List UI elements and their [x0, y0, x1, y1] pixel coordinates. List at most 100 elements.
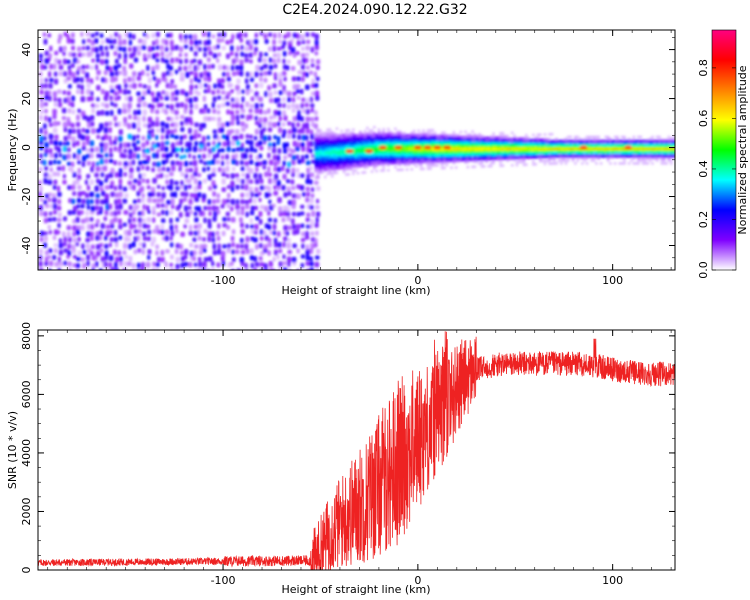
spectrogram-cell — [179, 76, 185, 82]
spectrogram-cell — [248, 44, 253, 51]
spectrogram-cell — [316, 136, 320, 139]
spectrogram-cell — [68, 268, 73, 270]
spectrogram-cell — [468, 158, 472, 162]
spectrogram-cell — [240, 121, 245, 127]
spectrogram-cell — [583, 159, 587, 162]
spectrogram-cell — [443, 142, 446, 145]
spectrogram-cell — [373, 137, 376, 141]
spectrogram-cell — [123, 161, 129, 167]
spectrogram-cell — [109, 140, 114, 146]
spectrogram-cell — [415, 135, 418, 139]
spectrogram-cell — [557, 139, 561, 143]
spectrogram-cell — [384, 160, 388, 163]
spectrogram-cell — [354, 159, 357, 162]
spectrogram-cell — [501, 139, 505, 143]
spectrogram-cell — [165, 104, 170, 109]
spectrogram-cell — [492, 155, 495, 159]
spectrogram-cell — [123, 229, 128, 236]
spectrogram-cell — [240, 142, 244, 148]
spectrogram-cell — [156, 148, 160, 154]
spectrogram-cell — [352, 165, 355, 169]
spectrogram-cell — [285, 231, 290, 236]
spectrogram-cell — [396, 142, 400, 145]
spectrogram-cells — [38, 31, 675, 270]
spectrogram-cell — [283, 34, 287, 39]
spectrogram-cell — [287, 161, 291, 168]
spectrogram-cell — [197, 91, 201, 96]
spectrogram-cell — [630, 151, 633, 154]
spectrogram-cell — [585, 151, 589, 154]
spectrogram-cell — [330, 164, 334, 167]
spectrogram-cell — [651, 149, 654, 152]
spectrogram-cell — [464, 149, 467, 152]
spectrogram-cell — [520, 148, 523, 152]
spectrogram-cell — [340, 155, 343, 158]
spectrogram-cell — [236, 146, 241, 152]
spectrogram-cell — [401, 145, 404, 149]
spectrogram-cell — [496, 138, 500, 141]
spectrogram-cell — [96, 85, 101, 91]
spectrogram-cell — [95, 53, 100, 59]
spectrogram-cell — [419, 137, 423, 140]
spectrogram-cell — [620, 149, 624, 152]
spectrogram-cell — [461, 153, 465, 156]
spectrogram-cell — [235, 243, 240, 249]
spectrogram-cell — [286, 147, 292, 152]
spectrogram-cell — [95, 198, 100, 205]
spectrogram-cell — [333, 136, 336, 139]
spectrogram-cell — [192, 146, 198, 153]
spectrogram-cell — [347, 160, 350, 163]
spectrogram-cell — [321, 135, 325, 139]
spectrogram-cell — [89, 250, 95, 256]
spectrogram-cell — [258, 117, 263, 123]
spectrogram-cell — [179, 243, 184, 250]
spectrogram-cell — [632, 147, 636, 150]
spectrogram-cell — [660, 143, 664, 147]
spectrogram-cell — [84, 179, 89, 185]
spectrogram-cell — [81, 146, 86, 151]
spectrogram-cell — [373, 164, 376, 167]
spectrogram-cell — [39, 146, 44, 151]
spectrogram-cell — [137, 45, 142, 51]
spectrogram-cell — [296, 122, 300, 128]
spectrogram-cell — [478, 158, 481, 161]
spectrogram-cell — [403, 157, 407, 161]
spectrogram-cell — [529, 152, 533, 155]
spectrogram-cell — [63, 135, 68, 142]
spectrogram-cell — [258, 153, 263, 159]
spectrogram-cell — [268, 91, 273, 98]
spectrogram-cell — [450, 166, 453, 169]
spectrogram-cell — [616, 153, 619, 156]
spectrogram-cell — [306, 146, 310, 153]
spectrogram-cell — [118, 70, 123, 75]
spectrogram-cell — [391, 146, 395, 149]
spectrogram-cell — [44, 95, 49, 101]
spectrogram-cell — [349, 152, 353, 155]
spectrogram-cell — [202, 107, 207, 114]
spectrogram-cell — [408, 159, 411, 162]
spectrogram-cell — [164, 39, 169, 46]
spectrogram-cell — [211, 146, 216, 153]
spectrogram-cell — [658, 156, 661, 159]
spectrogram-cell — [276, 254, 280, 260]
spectrogram-cell — [75, 242, 79, 247]
spectrogram-cell — [113, 91, 119, 96]
spectrogram-cell — [188, 161, 193, 166]
spectrogram-cell — [131, 241, 136, 248]
spectrogram-cell — [457, 147, 460, 151]
spectrogram-cell — [562, 145, 566, 148]
spectrogram-cell — [110, 101, 114, 107]
spectrogram-cell — [132, 83, 137, 89]
spectrogram-cell — [316, 152, 320, 155]
spectrogram-cell — [352, 140, 355, 143]
spectrogram-cell — [244, 161, 249, 167]
spectrogram-cell — [113, 103, 118, 108]
spectrogram-cell — [623, 139, 626, 143]
spectrogram-cell — [316, 144, 320, 147]
spectrogram-cell — [625, 153, 629, 156]
spectrogram-cell — [239, 133, 244, 140]
spectrogram-cell — [258, 219, 263, 225]
spectrogram-cell — [574, 141, 577, 145]
spectrogram-cell — [119, 142, 123, 149]
